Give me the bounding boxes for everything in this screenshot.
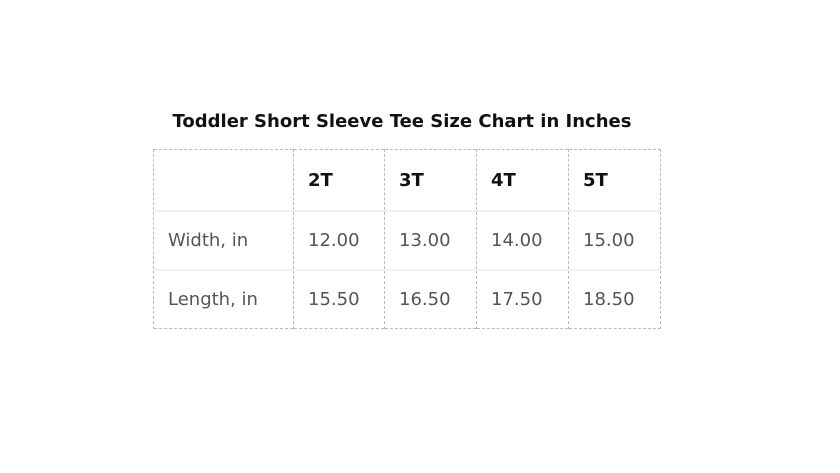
table-cell: 17.50 xyxy=(476,269,569,329)
table-cell: 16.50 xyxy=(384,269,477,329)
header-row: 2T 3T 4T 5T xyxy=(153,149,661,211)
table-cell: 18.50 xyxy=(568,269,661,329)
header-cell-3t: 3T xyxy=(384,149,477,211)
row-label: Width, in xyxy=(153,210,294,270)
table-cell: 14.00 xyxy=(476,210,569,270)
row-label: Length, in xyxy=(153,269,294,329)
table-cell: 13.00 xyxy=(384,210,477,270)
table-row-length: Length, in 15.50 16.50 17.50 18.50 xyxy=(153,269,661,329)
chart-title: Toddler Short Sleeve Tee Size Chart in I… xyxy=(172,111,632,132)
size-chart-table: 2T 3T 4T 5T Width, in 12.00 13.00 14.00 … xyxy=(153,149,661,329)
header-cell-4t: 4T xyxy=(476,149,569,211)
table-cell: 12.00 xyxy=(293,210,385,270)
table-cell: 15.00 xyxy=(568,210,661,270)
header-cell-5t: 5T xyxy=(568,149,661,211)
header-cell-empty xyxy=(153,149,294,211)
table-cell: 15.50 xyxy=(293,269,385,329)
table-row-width: Width, in 12.00 13.00 14.00 15.00 xyxy=(153,210,661,270)
header-cell-2t: 2T xyxy=(293,149,385,211)
